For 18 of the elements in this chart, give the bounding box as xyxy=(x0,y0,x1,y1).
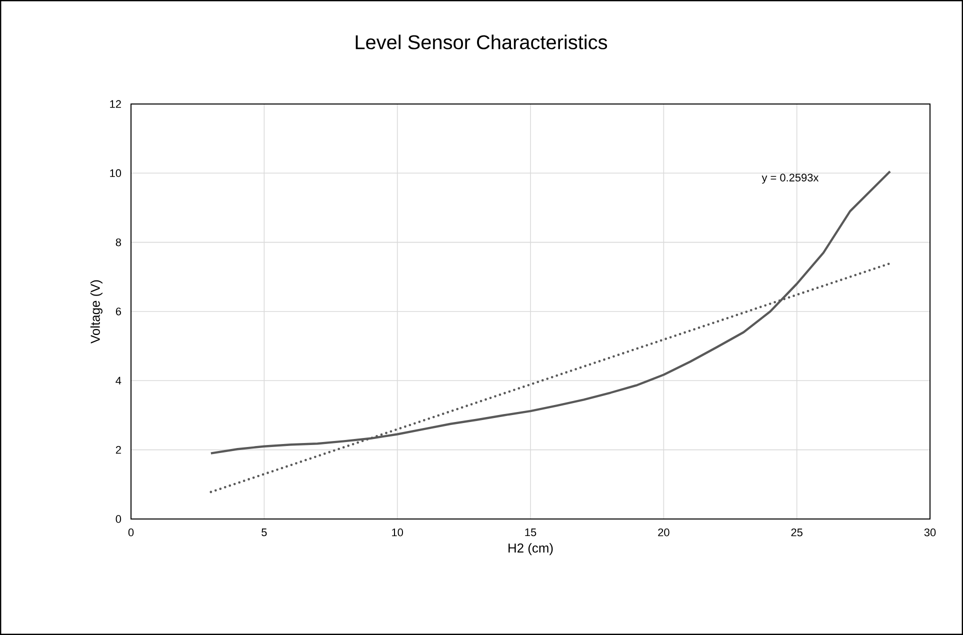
x-tick-label: 5 xyxy=(262,528,267,536)
x-tick-label: 0 xyxy=(128,528,134,536)
x-axis-title: H2 (cm) xyxy=(508,543,553,556)
y-tick-label: 6 xyxy=(116,308,122,316)
x-tick-label: 15 xyxy=(525,528,536,536)
y-tick-label: 4 xyxy=(116,376,122,384)
x-tick-label: 20 xyxy=(658,528,670,536)
x-tick-label: 10 xyxy=(392,528,403,536)
y-tick-label: 12 xyxy=(110,100,121,108)
x-tick-label: 30 xyxy=(924,528,936,536)
x-tick-label: 25 xyxy=(791,528,802,536)
y-tick-label: 8 xyxy=(116,238,122,246)
chart-title: Level Sensor Characteristics xyxy=(356,34,608,50)
y-tick-label: 0 xyxy=(116,515,122,523)
annotation: y = 0.2593x xyxy=(762,174,819,184)
y-axis-title: Voltage (V) xyxy=(90,280,102,344)
y-tick-label: 10 xyxy=(110,169,122,178)
y-tick-label: 2 xyxy=(116,446,121,454)
